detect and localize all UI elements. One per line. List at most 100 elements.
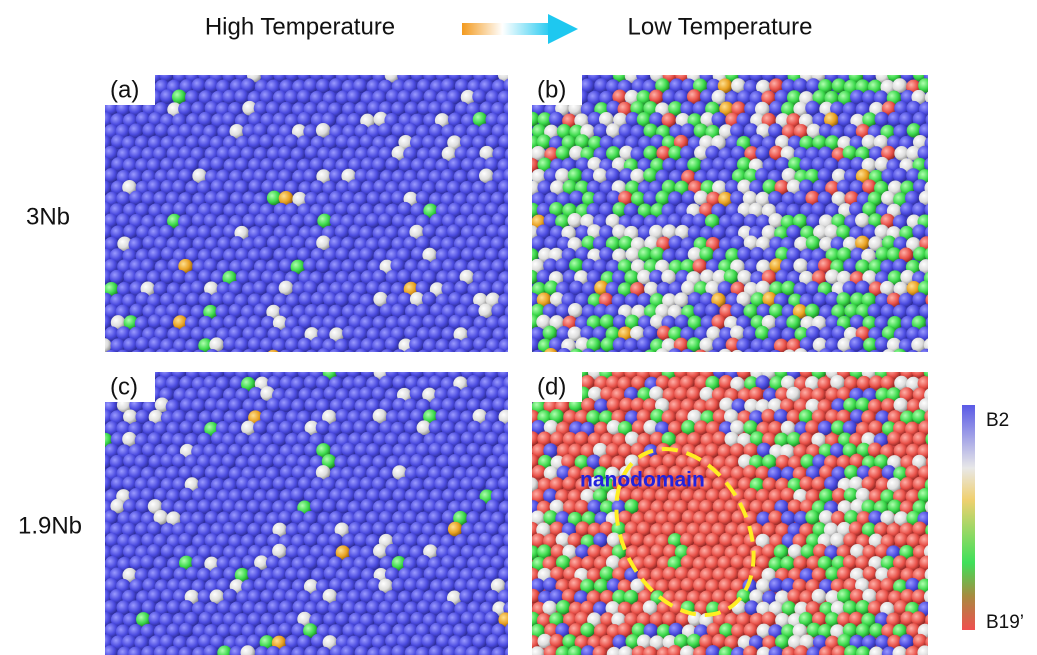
atom bbox=[354, 56, 369, 71]
atom bbox=[931, 146, 946, 161]
atom bbox=[606, 354, 621, 369]
atom bbox=[442, 57, 457, 72]
atom bbox=[85, 387, 100, 402]
atom bbox=[492, 353, 507, 368]
atom bbox=[593, 56, 608, 71]
atom bbox=[518, 281, 533, 296]
atom bbox=[618, 57, 633, 72]
atom bbox=[519, 398, 534, 413]
atom bbox=[657, 56, 672, 71]
atom bbox=[512, 522, 527, 537]
atom bbox=[340, 56, 355, 71]
atom bbox=[707, 354, 722, 369]
atom bbox=[549, 112, 564, 127]
atom bbox=[504, 353, 519, 368]
atom bbox=[518, 102, 533, 117]
atom bbox=[849, 337, 864, 352]
atom bbox=[919, 556, 934, 571]
atom bbox=[86, 179, 101, 194]
atom bbox=[930, 578, 945, 593]
atom bbox=[367, 349, 382, 364]
atom bbox=[855, 353, 870, 368]
atom bbox=[868, 56, 883, 71]
atom bbox=[510, 365, 525, 380]
atom bbox=[86, 315, 101, 330]
figure: High Temperature Low Temperature 3Nb 1.9… bbox=[0, 0, 1037, 655]
atom bbox=[254, 354, 269, 369]
atom bbox=[86, 364, 101, 379]
atom bbox=[204, 354, 219, 369]
atom bbox=[84, 112, 99, 127]
atom bbox=[305, 353, 320, 368]
atom bbox=[84, 89, 99, 104]
atom bbox=[166, 353, 181, 368]
atom bbox=[918, 56, 933, 71]
atom bbox=[216, 350, 231, 365]
atom bbox=[818, 57, 833, 72]
colorbar bbox=[962, 405, 975, 630]
atom bbox=[843, 57, 858, 72]
atom bbox=[730, 350, 745, 365]
atom bbox=[519, 489, 534, 504]
atom bbox=[510, 292, 525, 307]
atom bbox=[503, 57, 518, 72]
atom bbox=[799, 364, 814, 379]
atom bbox=[882, 349, 897, 364]
atom bbox=[875, 112, 890, 127]
atom bbox=[511, 158, 526, 173]
atom bbox=[92, 348, 107, 363]
atom bbox=[510, 247, 525, 262]
atom bbox=[512, 68, 527, 83]
atom bbox=[116, 353, 131, 368]
atom bbox=[580, 623, 595, 638]
atom bbox=[887, 431, 902, 446]
atom bbox=[607, 397, 622, 412]
atom bbox=[85, 270, 100, 285]
atom bbox=[511, 635, 526, 650]
atom bbox=[86, 432, 101, 447]
atom bbox=[756, 349, 771, 364]
atom bbox=[130, 354, 145, 369]
atom bbox=[882, 57, 897, 72]
atom bbox=[509, 90, 524, 105]
atom bbox=[130, 350, 145, 365]
atom bbox=[380, 349, 395, 364]
atom bbox=[893, 57, 908, 72]
atom bbox=[92, 147, 107, 162]
atom bbox=[512, 635, 527, 650]
atom bbox=[525, 431, 540, 446]
atom bbox=[513, 248, 528, 263]
atom bbox=[881, 354, 896, 369]
atom bbox=[517, 534, 532, 549]
atom bbox=[524, 270, 539, 285]
atom bbox=[525, 337, 540, 352]
atom bbox=[843, 349, 858, 364]
atom bbox=[342, 350, 357, 365]
atom bbox=[512, 544, 527, 559]
atom bbox=[92, 78, 107, 93]
atom bbox=[516, 578, 531, 593]
atom bbox=[511, 590, 526, 605]
atom bbox=[328, 349, 343, 364]
atom bbox=[179, 353, 194, 368]
atom bbox=[562, 477, 577, 492]
atom bbox=[478, 303, 493, 318]
atom bbox=[618, 349, 633, 364]
atom bbox=[91, 397, 106, 412]
atom bbox=[516, 326, 531, 341]
atom bbox=[806, 56, 821, 71]
atom bbox=[416, 353, 431, 368]
atom bbox=[819, 348, 834, 363]
atom bbox=[86, 568, 101, 583]
atom bbox=[569, 190, 584, 205]
atom bbox=[568, 213, 583, 228]
atom bbox=[869, 354, 884, 369]
atom bbox=[142, 348, 157, 363]
atom bbox=[379, 353, 394, 368]
atom bbox=[90, 213, 105, 228]
atom bbox=[459, 589, 474, 604]
atom bbox=[285, 67, 300, 82]
atom bbox=[229, 354, 244, 369]
atom bbox=[931, 600, 946, 615]
atom bbox=[569, 55, 584, 70]
